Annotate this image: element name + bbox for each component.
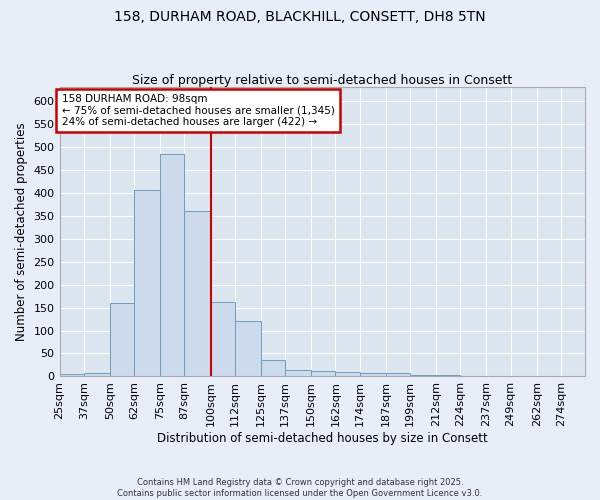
Bar	[134, 190, 160, 376]
Text: 158, DURHAM ROAD, BLACKHILL, CONSETT, DH8 5TN: 158, DURHAM ROAD, BLACKHILL, CONSETT, DH…	[114, 10, 486, 24]
Bar	[110, 303, 134, 376]
Text: 158 DURHAM ROAD: 98sqm
← 75% of semi-detached houses are smaller (1,345)
24% of : 158 DURHAM ROAD: 98sqm ← 75% of semi-det…	[62, 94, 334, 127]
Bar	[359, 373, 386, 376]
Bar	[335, 372, 359, 376]
Bar	[211, 302, 235, 376]
Bar	[184, 211, 211, 376]
Text: Contains HM Land Registry data © Crown copyright and database right 2025.
Contai: Contains HM Land Registry data © Crown c…	[118, 478, 482, 498]
Bar	[410, 374, 436, 376]
Bar	[436, 375, 460, 376]
Y-axis label: Number of semi-detached properties: Number of semi-detached properties	[15, 122, 28, 341]
Title: Size of property relative to semi-detached houses in Consett: Size of property relative to semi-detach…	[132, 74, 512, 87]
Bar	[235, 322, 261, 376]
Bar	[311, 372, 335, 376]
X-axis label: Distribution of semi-detached houses by size in Consett: Distribution of semi-detached houses by …	[157, 432, 488, 445]
Bar	[261, 360, 285, 376]
Bar	[59, 374, 84, 376]
Bar	[84, 373, 110, 376]
Bar	[160, 154, 184, 376]
Bar	[285, 370, 311, 376]
Bar	[386, 373, 410, 376]
